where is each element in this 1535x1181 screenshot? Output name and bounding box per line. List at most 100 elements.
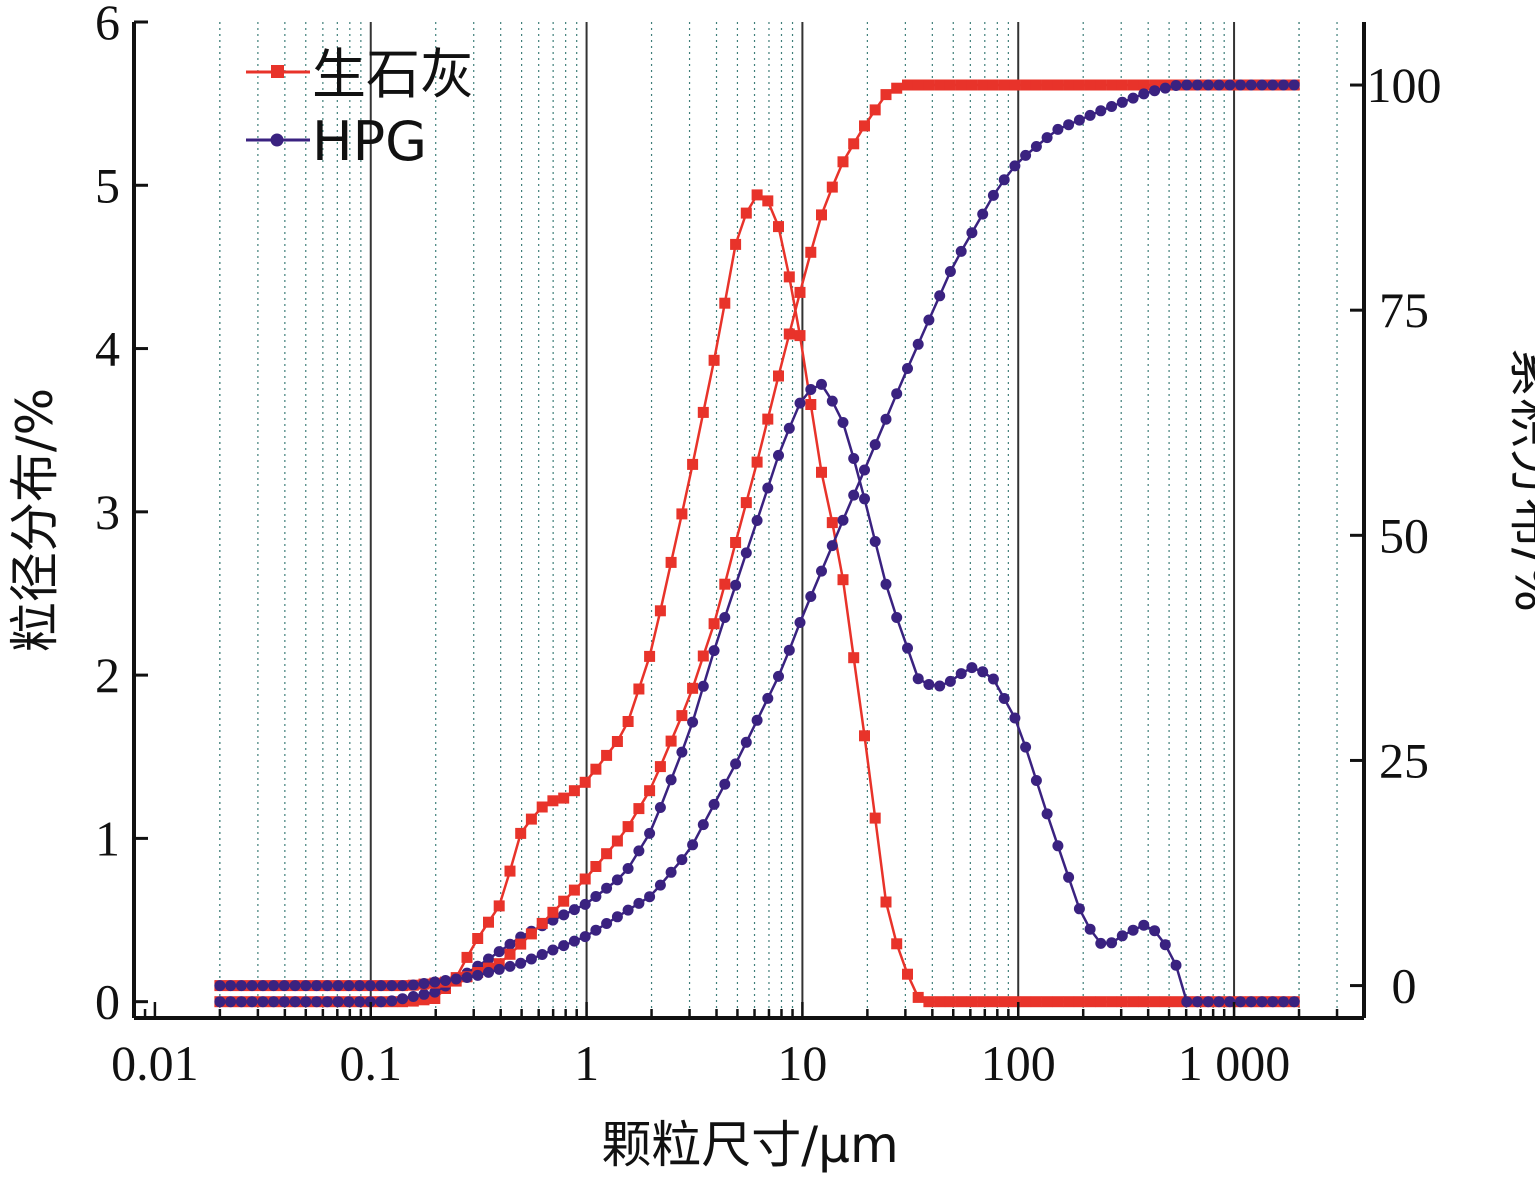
data-point bbox=[590, 861, 602, 872]
series-line-cumulative bbox=[219, 83, 1295, 987]
data-point bbox=[869, 536, 881, 547]
right-tick-label: 0 bbox=[1392, 958, 1417, 1014]
data-point bbox=[633, 803, 645, 815]
x-tick-label: 1 bbox=[574, 1035, 599, 1091]
data-point bbox=[1052, 79, 1064, 91]
right-axis-title: 累积分布/% bbox=[1504, 348, 1535, 612]
data-point bbox=[783, 644, 795, 656]
data-point bbox=[1020, 79, 1032, 91]
data-point bbox=[547, 795, 559, 807]
data-point bbox=[966, 79, 978, 91]
data-point bbox=[654, 761, 666, 773]
data-point bbox=[1149, 79, 1161, 91]
data-point bbox=[998, 996, 1010, 1008]
data-point bbox=[568, 785, 580, 797]
data-point bbox=[1181, 79, 1193, 91]
series-distribution-0 bbox=[214, 189, 1300, 1008]
left-tick-label: 1 bbox=[95, 810, 120, 866]
data-point bbox=[816, 466, 827, 478]
data-point bbox=[848, 453, 860, 464]
data-point bbox=[977, 79, 989, 91]
left-axis-title: 粒径分布/% bbox=[6, 388, 64, 652]
data-point bbox=[1256, 996, 1268, 1008]
legend-item-quicklime: 生石灰 bbox=[246, 43, 474, 106]
series-cumulative-2 bbox=[214, 79, 1300, 992]
grid-lines bbox=[219, 22, 1365, 1018]
data-point bbox=[568, 884, 580, 896]
data-point bbox=[740, 207, 752, 219]
data-point bbox=[697, 819, 709, 831]
data-point bbox=[891, 938, 903, 950]
data-point bbox=[268, 980, 280, 992]
data-point bbox=[235, 980, 247, 992]
data-point bbox=[268, 996, 280, 1008]
left-tick-label: 4 bbox=[95, 321, 120, 377]
data-point bbox=[504, 960, 516, 972]
data-point bbox=[826, 540, 838, 552]
data-point bbox=[515, 957, 527, 969]
axes bbox=[132, 20, 1366, 1020]
data-point bbox=[461, 972, 473, 983]
data-point bbox=[611, 835, 623, 847]
data-point bbox=[719, 578, 731, 590]
data-point bbox=[1127, 924, 1139, 936]
data-point bbox=[998, 174, 1010, 186]
data-point bbox=[794, 330, 806, 342]
data-point bbox=[1041, 79, 1053, 91]
data-point bbox=[944, 996, 956, 1008]
data-point bbox=[783, 328, 795, 340]
data-point bbox=[1009, 712, 1021, 724]
data-point bbox=[332, 996, 344, 1008]
data-point bbox=[944, 266, 956, 277]
data-point bbox=[912, 338, 924, 350]
data-point bbox=[934, 79, 946, 91]
right-tick-label: 75 bbox=[1379, 282, 1429, 338]
data-point bbox=[472, 933, 484, 944]
data-point bbox=[633, 897, 645, 909]
data-point bbox=[859, 464, 870, 476]
data-point bbox=[1106, 79, 1118, 91]
data-point bbox=[321, 980, 333, 992]
data-point bbox=[418, 988, 430, 1000]
data-point bbox=[1095, 79, 1107, 91]
data-point bbox=[257, 980, 269, 992]
data-point bbox=[429, 976, 441, 988]
data-point bbox=[1009, 160, 1021, 172]
data-point bbox=[977, 996, 989, 1008]
data-point bbox=[1095, 105, 1107, 117]
data-point bbox=[568, 935, 580, 947]
data-point bbox=[515, 827, 527, 839]
data-point bbox=[601, 882, 613, 894]
data-point bbox=[880, 578, 892, 590]
data-point bbox=[1288, 996, 1300, 1008]
data-point bbox=[730, 579, 742, 591]
data-point bbox=[1127, 92, 1139, 104]
data-point bbox=[1149, 85, 1161, 97]
data-point bbox=[450, 973, 462, 985]
data-point bbox=[536, 801, 548, 813]
data-point bbox=[332, 980, 344, 992]
data-point bbox=[590, 891, 602, 902]
data-point bbox=[998, 79, 1010, 91]
data-point bbox=[1235, 79, 1246, 91]
data-point bbox=[676, 854, 688, 866]
data-point bbox=[375, 980, 387, 992]
data-point bbox=[848, 138, 860, 150]
data-point bbox=[955, 996, 967, 1008]
data-point bbox=[611, 736, 623, 747]
data-point bbox=[590, 924, 602, 936]
data-point bbox=[665, 866, 677, 878]
data-point bbox=[225, 996, 237, 1008]
data-point bbox=[837, 514, 849, 526]
data-point bbox=[848, 489, 860, 501]
data-point bbox=[1202, 79, 1214, 91]
data-point bbox=[1073, 79, 1085, 91]
data-point bbox=[751, 515, 763, 526]
data-point bbox=[730, 758, 742, 770]
data-point bbox=[794, 286, 806, 298]
data-point bbox=[955, 245, 967, 257]
data-point bbox=[719, 297, 731, 309]
data-point bbox=[751, 456, 763, 468]
data-point bbox=[1278, 996, 1289, 1008]
